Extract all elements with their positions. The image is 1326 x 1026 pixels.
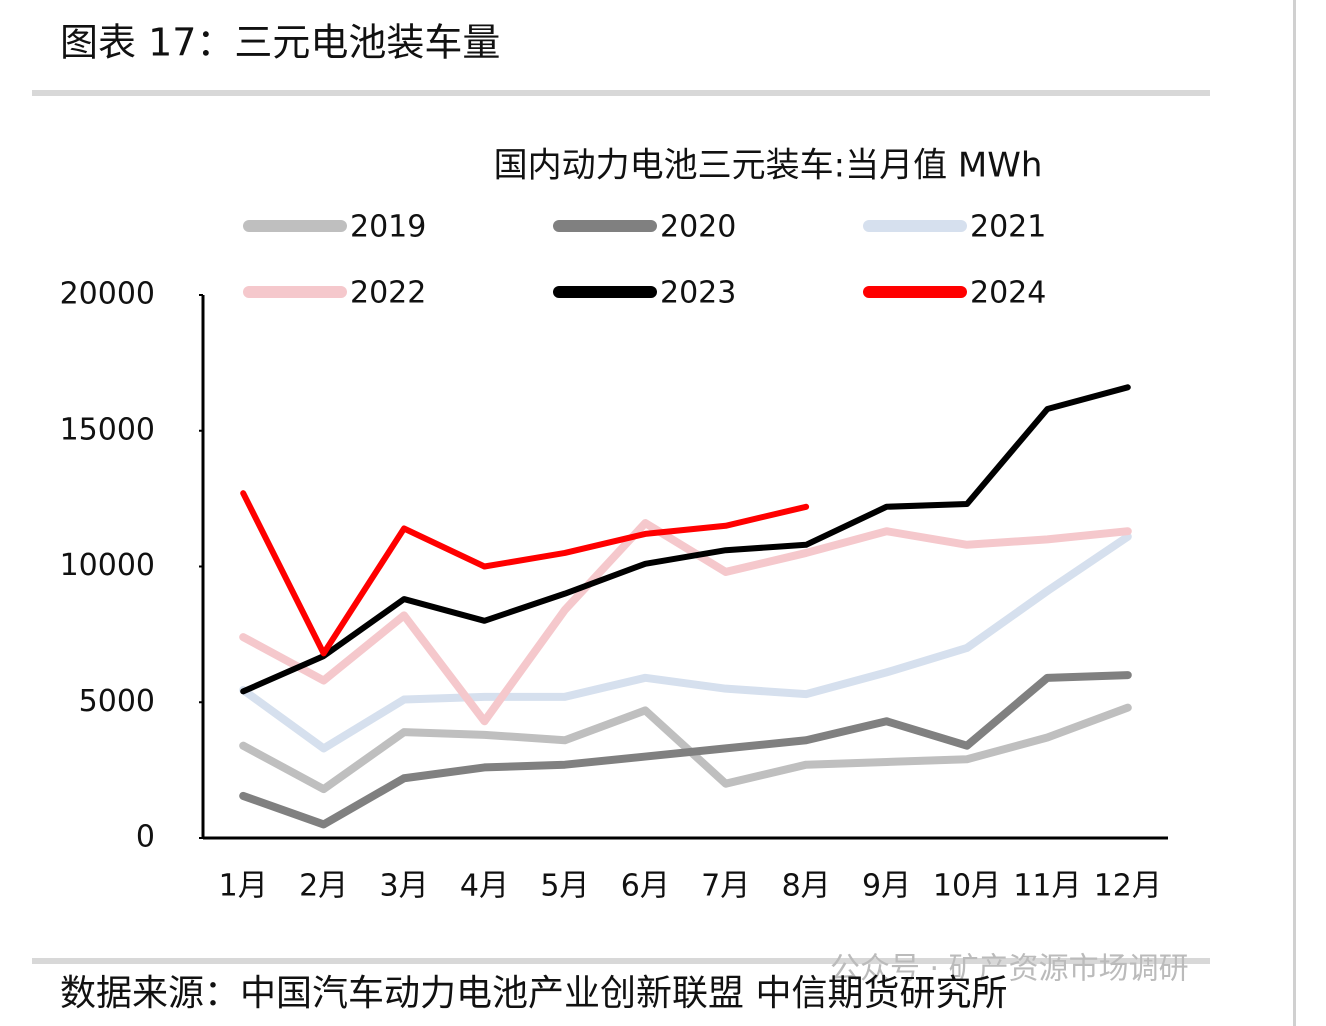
legend-label: 2024	[970, 276, 1046, 311]
legend-label: 2019	[350, 210, 426, 245]
series-line	[240, 490, 810, 657]
series-line	[239, 532, 1132, 753]
y-tick-label: 15000	[60, 412, 155, 447]
x-tick-label: 10月	[933, 869, 1001, 904]
series-line	[239, 703, 1132, 794]
y-tick-label: 5000	[79, 684, 155, 719]
legend-label: 2022	[350, 276, 426, 311]
legend-label: 2020	[660, 210, 736, 245]
page-edge	[1293, 0, 1296, 1026]
legend-label: 2021	[970, 210, 1046, 245]
x-tick-label: 1月	[219, 869, 268, 904]
x-tick-label: 7月	[701, 869, 750, 904]
x-tick-label: 4月	[460, 869, 509, 904]
x-tick-label: 11月	[1013, 869, 1081, 904]
x-tick-label: 5月	[540, 869, 589, 904]
x-tick-label: 2月	[299, 869, 348, 904]
y-tick-label: 20000	[60, 277, 155, 312]
header-rule	[32, 90, 1210, 96]
x-tick-label: 8月	[782, 869, 831, 904]
series-line	[239, 671, 1132, 829]
x-tick-label: 3月	[379, 869, 428, 904]
footer-rule	[32, 958, 1210, 964]
series-line	[240, 384, 1131, 695]
legend-label: 2023	[660, 276, 736, 311]
y-tick-label: 10000	[60, 548, 155, 583]
x-tick-label: 6月	[621, 869, 670, 904]
x-tick-label: 9月	[862, 869, 911, 904]
watermark: 公众号 · 矿产资源市场调研	[830, 952, 1189, 987]
chart-title: 国内动力电池三元装车:当月值 MWh	[494, 146, 1043, 186]
x-tick-label: 12月	[1094, 869, 1162, 904]
y-tick-label: 0	[136, 820, 155, 855]
header-title: 图表 17：三元电池装车量	[60, 21, 500, 65]
series-line	[239, 519, 1132, 726]
footer-source: 数据来源：中国汽车动力电池产业创新联盟 中信期货研究所	[60, 973, 1007, 1014]
